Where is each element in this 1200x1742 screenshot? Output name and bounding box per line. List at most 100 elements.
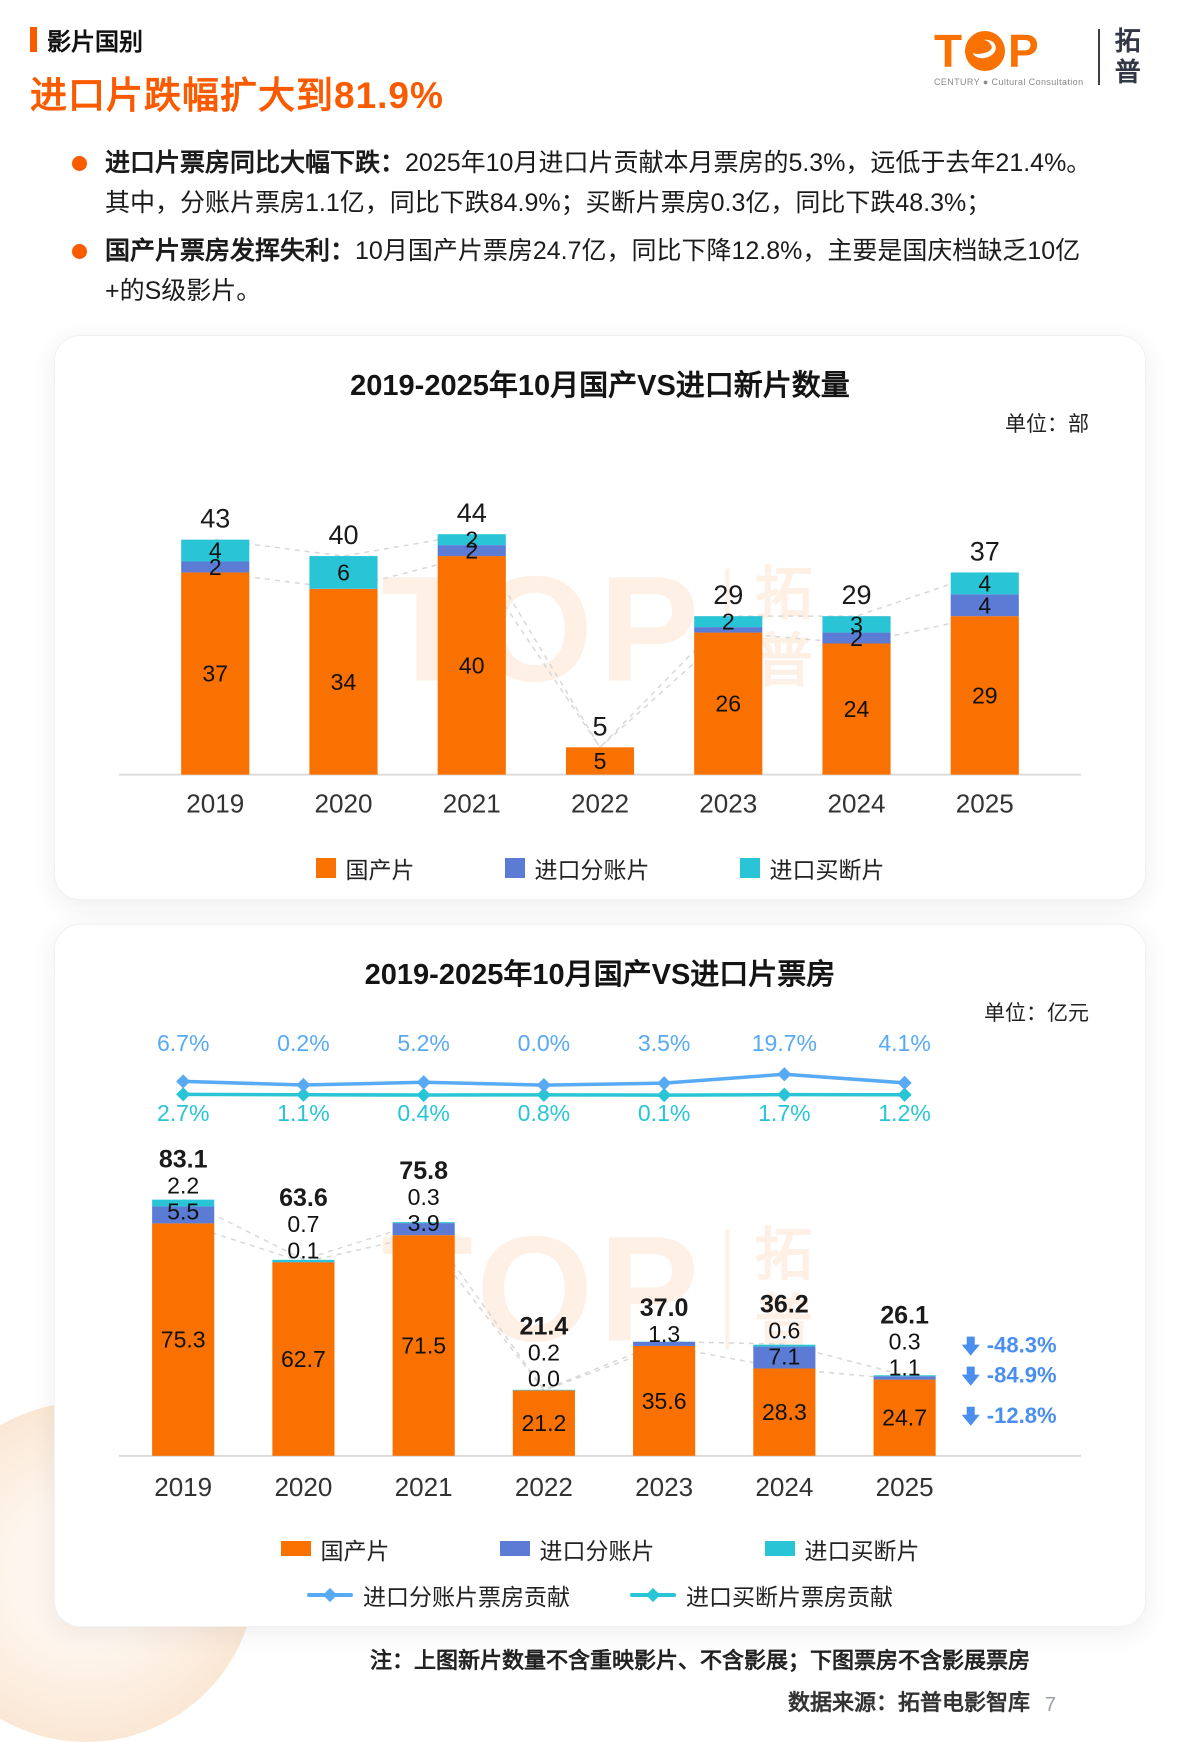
chart-text: 2022 <box>571 789 629 819</box>
chart-text: 0.3 <box>408 1184 440 1210</box>
line-marker-diamond <box>898 1076 912 1090</box>
chart-text: -84.9% <box>987 1362 1057 1387</box>
chart-text: 2.7% <box>157 1100 210 1126</box>
chart-text: 21.2 <box>521 1410 566 1436</box>
legend-item: 进口买断片 <box>740 851 885 885</box>
chart-text: 37 <box>970 536 1000 566</box>
chart-text: 6.7% <box>157 1030 210 1056</box>
chart-text: 2023 <box>635 1472 693 1502</box>
box-office-card: TOP 拓普 2019-2025年10月国产VS进口片票房 单位：亿元 83.1… <box>54 924 1146 1627</box>
down-arrow-icon <box>962 1336 980 1355</box>
chart-text: 2 <box>722 609 735 635</box>
chart-text: 26.1 <box>880 1301 929 1329</box>
chart-text: 0.7 <box>287 1211 319 1237</box>
chart-text: 40 <box>459 652 485 678</box>
chart-text: 2.2 <box>167 1172 199 1198</box>
chart-text: 37 <box>202 661 228 687</box>
chart-text: 24 <box>844 696 870 722</box>
chart-title-film-count: 2019-2025年10月国产VS进口新片数量 <box>95 362 1105 404</box>
legend-label: 进口分账片 <box>535 851 650 885</box>
chart-text: 29 <box>841 580 871 610</box>
legend-diamond-icon <box>646 1588 660 1602</box>
chart-text: 28.3 <box>762 1399 807 1425</box>
chart-text: 7.1 <box>768 1343 800 1369</box>
chart-text: 2020 <box>315 789 373 819</box>
logo-o-swoosh <box>970 37 998 61</box>
logo-brand-cjk: 拓普 <box>1112 26 1145 88</box>
legend-swatch-icon <box>316 858 336 878</box>
legend-swatch-icon <box>765 1541 795 1556</box>
data-source: 数据来源：拓普电影智库 <box>788 1690 1030 1715</box>
chart-text: 0.4% <box>397 1100 450 1126</box>
chart-text: 4 <box>209 538 222 564</box>
footer: 注：上图新片数量不含重映影片、不含影展；下图票房不含影展票房 数据来源：拓普电影… <box>0 1643 1030 1717</box>
bullet-item: 进口片票房同比大幅下跌：2025年10月进口片贡献本月票房的5.3%，远低于去年… <box>72 143 1092 223</box>
line-marker-diamond <box>657 1076 671 1090</box>
chart-text: 36.2 <box>760 1290 809 1318</box>
chart-text: 0.1 <box>287 1237 319 1263</box>
summary-bullets: 进口片票房同比大幅下跌：2025年10月进口片贡献本月票房的5.3%，远低于去年… <box>72 143 1092 311</box>
chart-text: 26 <box>715 691 741 717</box>
chart-text: 75.8 <box>399 1157 448 1185</box>
chart-text: 35.6 <box>642 1388 687 1414</box>
chart-text: 1.1% <box>277 1100 330 1126</box>
chart-text: 83.1 <box>159 1145 208 1173</box>
logo-o-icon <box>965 31 1005 71</box>
chart-text: 1.3 <box>648 1321 680 1347</box>
bullet-text: 进口片票房同比大幅下跌：2025年10月进口片贡献本月票房的5.3%，远低于去年… <box>105 143 1092 223</box>
chart-text: 5.2% <box>397 1030 450 1056</box>
line-marker-diamond <box>417 1075 431 1089</box>
chart-note: 注：上图新片数量不含重映影片、不含影展；下图票房不含影展票房 <box>0 1643 1030 1675</box>
legend-line-icon <box>307 1593 353 1597</box>
chart-unit-film-count: 单位：部 <box>95 408 1089 438</box>
chart-text: 21.4 <box>520 1312 569 1340</box>
logo-letter-p: P <box>1008 28 1039 74</box>
chart-text: 2025 <box>876 1472 934 1502</box>
legend-label: 进口买断片 <box>770 851 885 885</box>
chart-text: 2023 <box>699 789 757 819</box>
box-office-legend-bars: 国产片 进口分账片 进口买断片 <box>95 1532 1105 1566</box>
bullet-lead: 进口片票房同比大幅下跌： <box>105 149 405 177</box>
chart-text: 0.2 <box>528 1339 560 1365</box>
bullet-item: 国产片票房发挥失利：10月国产片票房24.7亿，同比下降12.8%，主要是国庆档… <box>72 231 1092 311</box>
legend-label: 进口买断片 <box>805 1532 920 1566</box>
logo-top-word: T P <box>934 28 1084 74</box>
chart-text: 71.5 <box>401 1332 446 1358</box>
chart-text: 29 <box>713 580 743 610</box>
legend-item: 进口分账片 <box>505 851 650 885</box>
chart-text: 3.5% <box>638 1030 690 1056</box>
line-marker-diamond <box>296 1078 310 1092</box>
brand-logo: T P CENTURY ● Cultural Consultation 拓普 <box>934 26 1144 88</box>
chart-text: 44 <box>457 498 487 528</box>
chart-text: 2019 <box>186 789 244 819</box>
chart-text: 5 <box>594 748 607 774</box>
chart-text: 2024 <box>755 1472 813 1502</box>
box-office-legend-lines: 进口分账片票房贡献进口买断片票房贡献 <box>95 1578 1105 1612</box>
chart-text: 0.8% <box>518 1100 571 1126</box>
chart-text: 3 <box>850 611 863 637</box>
legend-diamond-icon <box>323 1588 337 1602</box>
chart-text: 24.7 <box>882 1405 927 1431</box>
bullet-lead: 国产片票房发挥失利： <box>105 237 355 265</box>
box-office-chart-svg: 83.12.25.575.3201963.60.70.162.7202075.8… <box>95 1027 1105 1524</box>
chart-text: 0.3 <box>889 1328 921 1354</box>
bullet-dot-icon <box>72 156 87 171</box>
logo-divider <box>1098 29 1100 85</box>
line-marker-diamond <box>537 1078 551 1092</box>
chart-text: 5 <box>592 711 607 741</box>
logo-letter-t: T <box>934 28 962 74</box>
chart-text: 43 <box>200 504 230 534</box>
chart-text: 0.0% <box>518 1030 571 1056</box>
chart-text: 1.1 <box>889 1354 921 1380</box>
legend-item: 国产片 <box>281 1532 390 1566</box>
chart-text: 4.1% <box>878 1030 930 1056</box>
chart-text: 62.7 <box>281 1346 326 1372</box>
legend-item: 进口分账片 <box>500 1532 655 1566</box>
legend-item: 进口买断片 <box>765 1532 920 1566</box>
eyebrow-label: 影片国别 <box>47 22 143 57</box>
chart-text: 2019 <box>154 1472 212 1502</box>
logo-subtext: CENTURY ● Cultural Consultation <box>934 77 1084 87</box>
